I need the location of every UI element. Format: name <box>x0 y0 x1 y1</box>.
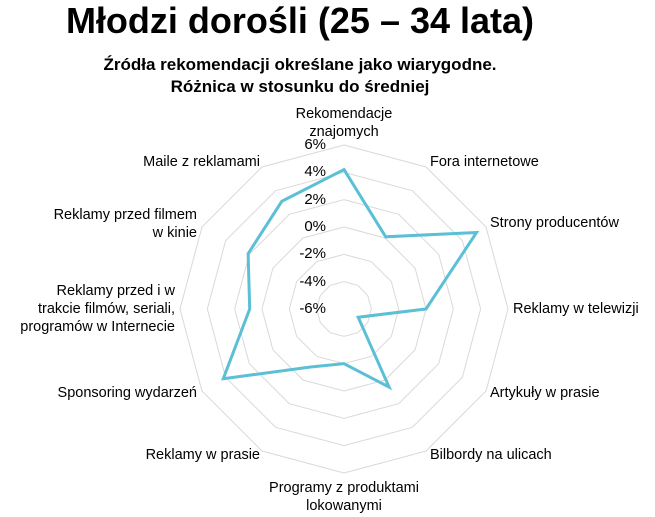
category-label: Reklamy w telewizji <box>513 300 639 318</box>
tick-label: -2% <box>299 245 326 263</box>
category-label: Strony producentów <box>490 214 619 232</box>
category-label-line: Programy z produktami <box>269 480 419 496</box>
category-label-line: lokowanymi <box>306 498 382 514</box>
tick-label: 2% <box>304 190 326 208</box>
category-label-line: Fora internetowe <box>430 154 539 170</box>
grid-ring <box>206 171 482 447</box>
category-label-line: Reklamy przed filmem <box>53 207 197 223</box>
category-label: Fora internetowe <box>430 153 539 171</box>
category-label: Reklamy w prasie <box>146 446 260 464</box>
tick-label: 0% <box>304 218 326 235</box>
chart-title: Źródła rekomendacji określane jako wiary… <box>0 54 600 98</box>
category-label: Reklamy przed filmem w kinie <box>54 206 197 242</box>
category-label-line: Reklamy przed i w <box>56 283 175 299</box>
category-label-line: w kinie <box>152 225 197 241</box>
category-label: Maile z reklamami <box>143 153 260 171</box>
category-label-line: Maile z reklamami <box>143 154 260 170</box>
page-title: Młodzi dorośli (25 – 34 lata) <box>65 0 535 41</box>
category-label-line: trakcie filmów, seriali, <box>38 301 175 317</box>
category-label-line: programów w Internecie <box>20 319 175 335</box>
grid-ring <box>179 144 509 474</box>
series-line <box>220 167 480 391</box>
category-label-line: Reklamy w prasie <box>145 447 260 463</box>
category-label: Rekomendacje znajomych <box>194 105 494 141</box>
tick-label: 6% <box>304 136 326 153</box>
category-label-line: znajomych <box>309 124 379 140</box>
tick-label: -6% <box>299 300 326 317</box>
grid-ring <box>261 226 427 392</box>
category-label: Bilbordy na ulicach <box>430 446 552 464</box>
category-label-line: Sponsoring wydarzeń <box>57 385 197 401</box>
category-label-line: Bilbordy na ulicach <box>430 447 552 463</box>
grid-ring <box>316 281 372 337</box>
category-label: Reklamy przed i w trakcie filmów, seriali… <box>20 282 175 336</box>
category-label-line: Rekomendacje <box>295 106 393 122</box>
chart-title-line-2: Różnica w stosunku do średniej <box>170 77 430 96</box>
tick-label: -4% <box>299 272 326 290</box>
chart-title-line-1: Źródła rekomendacji określane jako wiary… <box>103 55 497 74</box>
category-label: Programy z produktami lokowanymi <box>194 479 494 515</box>
category-label-line: Reklamy w telewizji <box>513 301 639 317</box>
category-label-line: Strony producentów <box>490 215 619 231</box>
category-label-line: Artykuły w prasie <box>490 385 600 401</box>
category-label: Artykuły w prasie <box>490 384 600 402</box>
tick-label: 4% <box>304 163 326 181</box>
category-label: Sponsoring wydarzeń <box>58 384 197 402</box>
